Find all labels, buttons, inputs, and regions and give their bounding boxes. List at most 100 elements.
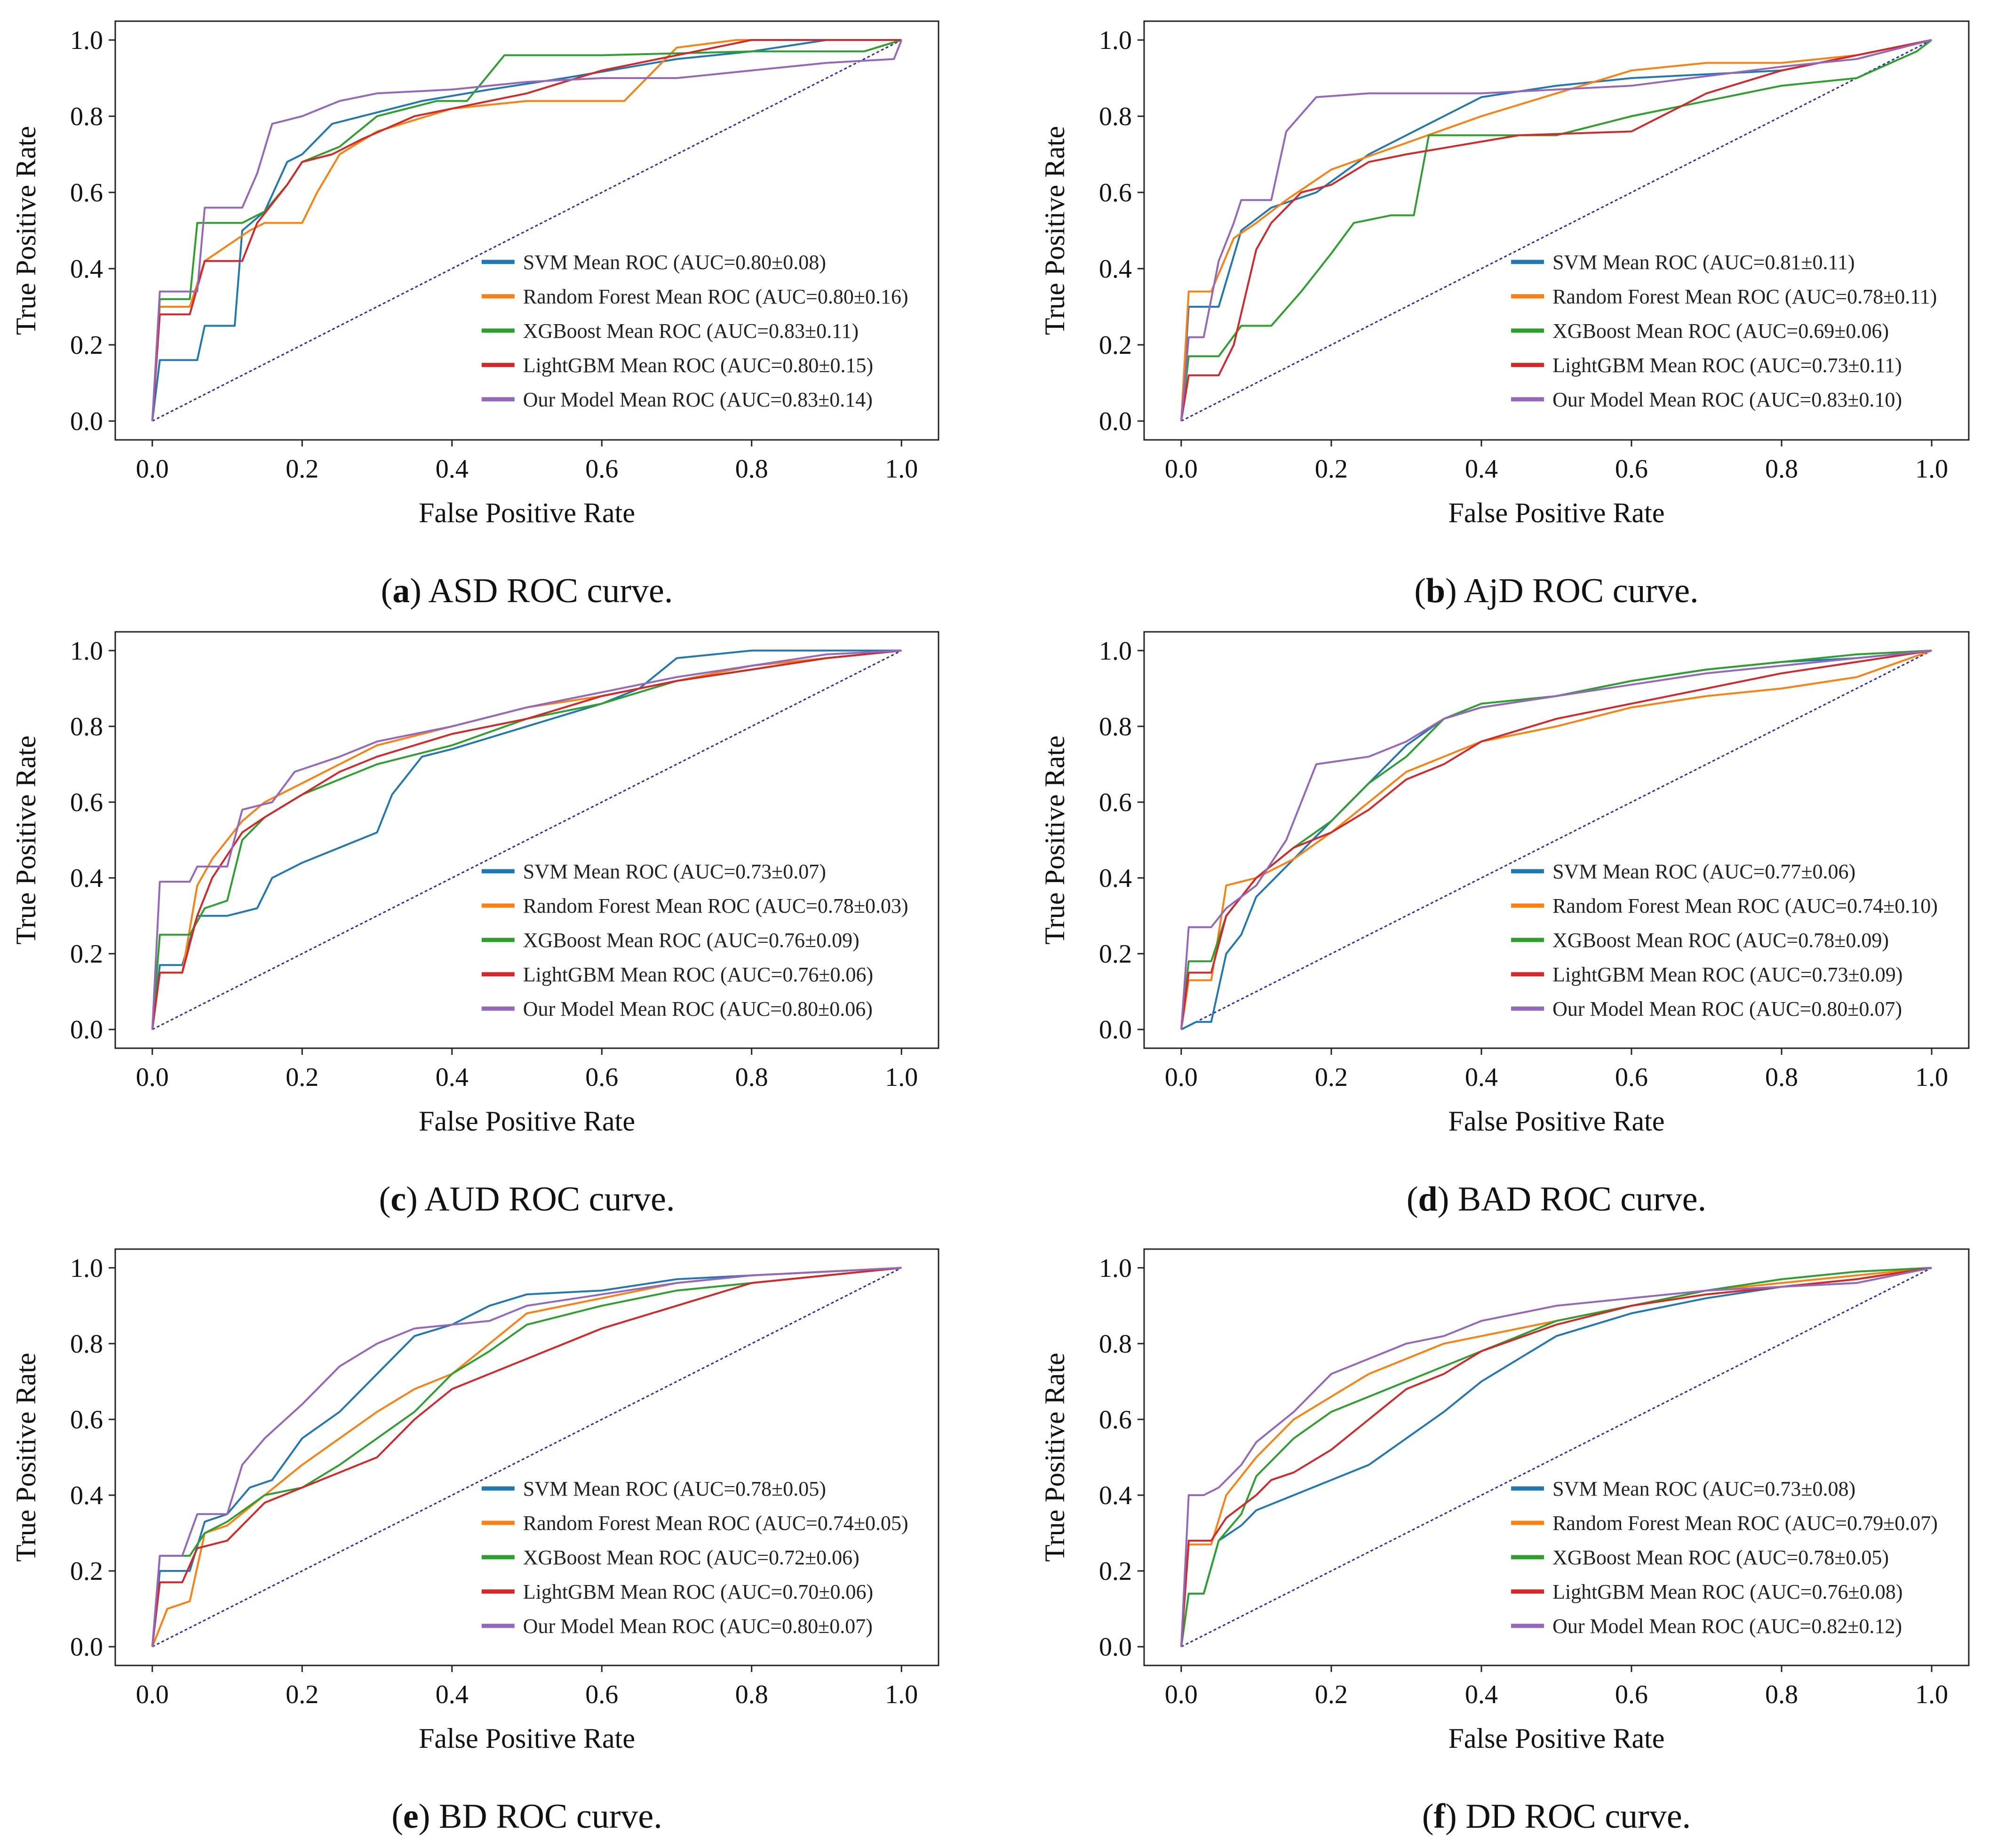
x-tick-label: 0.4 xyxy=(436,1680,469,1709)
x-tick-label: 0.0 xyxy=(136,454,169,484)
y-tick-label: 0.0 xyxy=(70,1015,103,1044)
y-tick-label: 0.8 xyxy=(1099,1330,1132,1359)
legend-label-ours: Our Model Mean ROC (AUC=0.80±0.07) xyxy=(1552,997,1902,1020)
legend-label-rf: Random Forest Mean ROC (AUC=0.78±0.11) xyxy=(1552,285,1937,308)
x-tick-label: 1.0 xyxy=(1915,454,1948,484)
legend-label-lgbm: LightGBM Mean ROC (AUC=0.73±0.09) xyxy=(1552,963,1902,986)
y-tick-label: 0.6 xyxy=(70,1405,103,1434)
y-tick-label: 0.0 xyxy=(1099,1633,1132,1662)
y-tick-label: 0.2 xyxy=(1099,331,1132,360)
caption-letter: e xyxy=(403,1797,419,1836)
y-tick-label: 0.8 xyxy=(70,712,103,741)
y-axis-label: True Positive Rate xyxy=(10,735,41,944)
chance-diagonal xyxy=(152,1267,902,1648)
legend-label-rf: Random Forest Mean ROC (AUC=0.74±0.05) xyxy=(523,1512,908,1535)
roc-line-xgb xyxy=(151,39,902,422)
x-tick-label: 0.0 xyxy=(136,1063,169,1092)
caption-letter: d xyxy=(1418,1180,1438,1219)
caption-letter: f xyxy=(1433,1797,1446,1836)
caption-paren-open: ( xyxy=(1407,1180,1418,1219)
y-tick-label: 1.0 xyxy=(1099,637,1132,666)
legend-label-lgbm: LightGBM Mean ROC (AUC=0.76±0.06) xyxy=(523,963,873,986)
x-axis-label: False Positive Rate xyxy=(1448,1723,1665,1754)
roc-line-lgbm xyxy=(1180,39,1932,422)
x-tick-label: 1.0 xyxy=(885,1063,918,1092)
y-tick-label: 0.0 xyxy=(1099,1015,1132,1044)
caption-text: BAD ROC curve. xyxy=(1449,1180,1706,1219)
legend-label-ours: Our Model Mean ROC (AUC=0.80±0.07) xyxy=(523,1615,873,1638)
caption-paren-close: ) xyxy=(1445,572,1457,610)
panel-caption: (f) DD ROC curve. xyxy=(1422,1797,1691,1836)
y-tick-label: 0.6 xyxy=(1099,788,1132,817)
x-tick-label: 0.2 xyxy=(286,1680,318,1709)
y-axis-label: True Positive Rate xyxy=(1039,126,1070,335)
panel-caption: (a) ASD ROC curve. xyxy=(381,572,673,610)
x-tick-label: 0.8 xyxy=(735,1063,768,1092)
panel-caption: (b) AjD ROC curve. xyxy=(1414,572,1698,610)
x-tick-label: 1.0 xyxy=(1915,1680,1948,1709)
x-tick-label: 0.0 xyxy=(1165,454,1198,484)
x-tick-label: 0.2 xyxy=(1315,1680,1348,1709)
legend-label-xgb: XGBoost Mean ROC (AUC=0.78±0.05) xyxy=(1552,1546,1889,1569)
y-tick-label: 0.8 xyxy=(70,1330,103,1359)
y-tick-label: 0.8 xyxy=(1099,712,1132,741)
caption-letter: a xyxy=(392,572,410,610)
legend-label-svm: SVM Mean ROC (AUC=0.80±0.08) xyxy=(523,251,826,274)
y-tick-label: 0.0 xyxy=(1099,407,1132,436)
roc-line-svm xyxy=(151,1267,902,1647)
caption-paren-open: ( xyxy=(381,572,393,610)
caption-paren-close: ) xyxy=(419,1797,430,1836)
y-tick-label: 0.2 xyxy=(1099,940,1132,969)
chance-diagonal xyxy=(152,39,902,422)
chance-diagonal xyxy=(1181,1267,1932,1648)
y-tick-label: 0.4 xyxy=(1099,255,1132,284)
chart-panel-a: 0.0 0.2 0.4 0.6 0.8 1.0 0.0 0.2 0.4 0.6 0.8 1.0 Fals… xyxy=(10,20,939,610)
y-tick-label: 0.6 xyxy=(1099,178,1132,207)
legend-label-lgbm: LightGBM Mean ROC (AUC=0.76±0.08) xyxy=(1552,1580,1902,1603)
legend-label-rf: Random Forest Mean ROC (AUC=0.80±0.16) xyxy=(523,285,908,308)
caption-paren-open: ( xyxy=(1422,1797,1434,1836)
legend-label-xgb: XGBoost Mean ROC (AUC=0.78±0.09) xyxy=(1552,929,1889,952)
roc-line-ours xyxy=(1180,1267,1932,1647)
y-tick-label: 0.2 xyxy=(70,940,103,969)
chart-panel-c: 0.0 0.2 0.4 0.6 0.8 1.0 0.0 0.2 0.4 0.6 0.8 1.0 Fals… xyxy=(10,631,939,1219)
roc-line-rf xyxy=(1180,39,1932,422)
legend-label-svm: SVM Mean ROC (AUC=0.78±0.05) xyxy=(523,1477,826,1500)
x-tick-label: 0.4 xyxy=(436,1063,469,1092)
chance-diagonal xyxy=(152,650,902,1030)
y-axis-label: True Positive Rate xyxy=(10,1353,41,1561)
roc-line-lgbm xyxy=(151,1267,902,1647)
legend-label-ours: Our Model Mean ROC (AUC=0.82±0.12) xyxy=(1552,1615,1902,1638)
legend-label-lgbm: LightGBM Mean ROC (AUC=0.73±0.11) xyxy=(1552,354,1902,377)
x-axis-label: False Positive Rate xyxy=(419,497,635,528)
roc-line-rf xyxy=(151,649,902,1030)
roc-line-xgb xyxy=(1180,649,1932,1030)
y-tick-label: 0.6 xyxy=(1099,1405,1132,1434)
y-tick-label: 0.4 xyxy=(1099,1481,1132,1510)
legend-label-xgb: XGBoost Mean ROC (AUC=0.83±0.11) xyxy=(523,319,859,343)
legend-label-ours: Our Model Mean ROC (AUC=0.80±0.06) xyxy=(523,997,873,1020)
x-tick-label: 0.0 xyxy=(1165,1680,1198,1709)
roc-line-xgb xyxy=(1180,39,1933,422)
roc-line-svm xyxy=(151,39,902,422)
legend-label-svm: SVM Mean ROC (AUC=0.73±0.07) xyxy=(523,860,826,883)
plot-frame xyxy=(1143,1248,1970,1666)
chance-diagonal xyxy=(1181,650,1932,1030)
roc-line-xgb xyxy=(151,1267,902,1647)
x-tick-label: 0.2 xyxy=(1315,1063,1348,1092)
caption-paren-close: ) xyxy=(1445,1797,1457,1836)
legend-label-xgb: XGBoost Mean ROC (AUC=0.72±0.06) xyxy=(523,1546,859,1569)
chance-diagonal xyxy=(1181,39,1932,422)
y-tick-label: 0.6 xyxy=(70,178,103,207)
caption-letter: b xyxy=(1426,572,1445,610)
y-tick-label: 0.8 xyxy=(1099,102,1132,131)
x-tick-label: 0.6 xyxy=(585,1063,618,1092)
y-axis-label: True Positive Rate xyxy=(1039,1353,1070,1561)
x-tick-label: 0.8 xyxy=(735,1680,768,1709)
legend-label-ours: Our Model Mean ROC (AUC=0.83±0.14) xyxy=(523,388,873,411)
legend-label-lgbm: LightGBM Mean ROC (AUC=0.70±0.06) xyxy=(523,1580,873,1603)
x-tick-label: 0.2 xyxy=(286,454,318,484)
x-tick-label: 0.2 xyxy=(286,1063,318,1092)
legend-label-ours: Our Model Mean ROC (AUC=0.83±0.10) xyxy=(1552,388,1902,411)
